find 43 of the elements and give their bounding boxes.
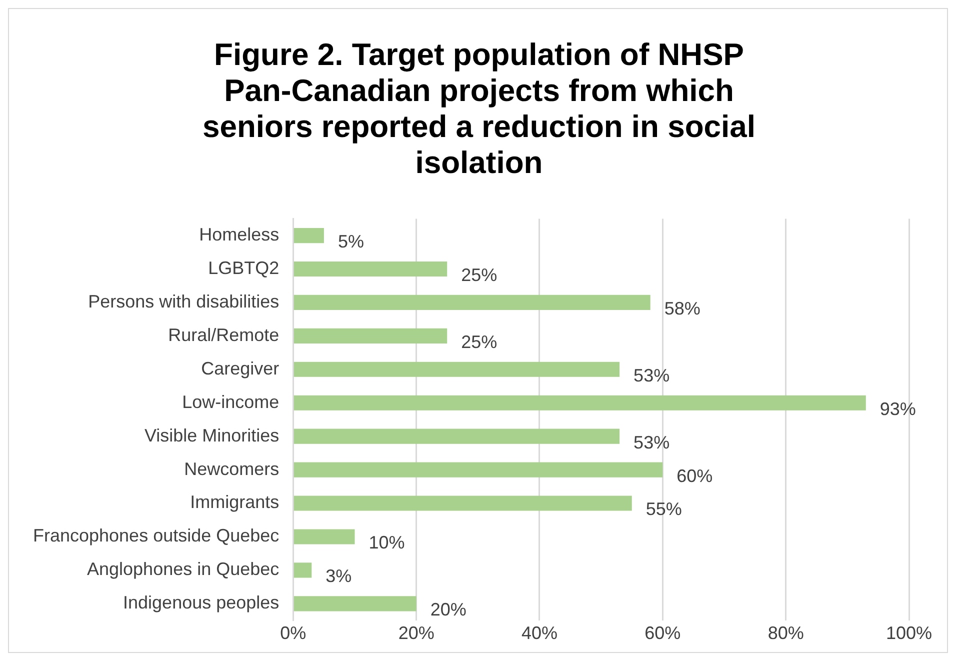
data-label: 3%	[326, 566, 352, 586]
y-tick-label: Persons with disabilities	[88, 291, 280, 312]
y-tick-label: Rural/Remote	[168, 324, 280, 345]
y-tick-label: Homeless	[199, 224, 280, 244]
data-label: 20%	[430, 600, 466, 620]
bar	[294, 529, 355, 544]
x-tick-label: 20%	[398, 623, 434, 644]
x-tick-label: 100%	[886, 623, 932, 644]
x-tick-label: 40%	[521, 623, 558, 644]
data-label: 60%	[676, 466, 713, 486]
data-label: 5%	[338, 232, 364, 252]
data-label: 58%	[664, 298, 700, 318]
data-label: 25%	[461, 264, 498, 285]
y-tick-label: Indigenous peoples	[123, 592, 280, 613]
bar	[294, 562, 312, 578]
y-tick-label: LGBTQ2	[208, 258, 280, 278]
data-label: 25%	[461, 332, 498, 352]
data-label: 53%	[634, 365, 670, 386]
data-label: 93%	[880, 398, 916, 419]
bar	[294, 362, 620, 377]
x-tick-label: 0%	[280, 623, 306, 644]
bar	[294, 261, 448, 277]
bar	[294, 294, 650, 310]
y-tick-label: Newcomers	[184, 458, 280, 479]
data-label: 53%	[634, 432, 670, 452]
bar	[294, 596, 416, 612]
y-tick-label: Anglophones in Quebec	[87, 559, 280, 580]
bar	[294, 228, 324, 244]
y-tick-label: Visible Minorities	[144, 425, 280, 446]
y-tick-label: Caregiver	[201, 358, 280, 378]
data-label: 10%	[368, 532, 405, 553]
bar	[294, 462, 663, 478]
bar	[294, 328, 448, 344]
x-tick-label: 80%	[768, 623, 804, 644]
data-label: 55%	[646, 499, 682, 520]
bar	[294, 428, 620, 444]
y-tick-label: Francophones outside Quebec	[32, 526, 280, 546]
x-tick-label: 60%	[644, 623, 681, 644]
bar	[294, 496, 632, 511]
bar	[294, 395, 866, 410]
chart-title: Figure 2. Target population of NHSP Pan-Canadian projects from which seniors reported a reduction in social isolation	[202, 37, 756, 181]
y-tick-label: Low-income	[182, 392, 280, 412]
y-tick-label: Immigrants	[190, 492, 280, 512]
